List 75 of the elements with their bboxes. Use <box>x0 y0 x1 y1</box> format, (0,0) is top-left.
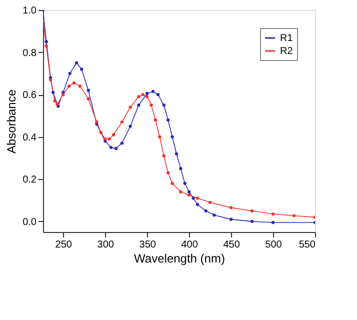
y-tick-label: 0.8 <box>22 48 37 59</box>
point <box>187 190 191 194</box>
point <box>156 92 160 96</box>
point <box>146 92 149 96</box>
point <box>204 209 208 212</box>
point <box>158 135 162 138</box>
x-tick-label: 300 <box>97 240 114 250</box>
point <box>53 99 56 102</box>
point <box>183 182 186 185</box>
x-tick-label: 350 <box>139 240 156 250</box>
point <box>141 92 144 96</box>
point <box>271 220 275 224</box>
point <box>86 88 90 92</box>
point <box>72 81 76 85</box>
point <box>179 166 182 170</box>
point <box>179 190 182 194</box>
x-axis-title: Wavelength (nm) <box>134 252 225 266</box>
y-axis-title: Absorbance <box>4 89 19 154</box>
point <box>44 40 48 44</box>
legend-label: R1 <box>280 33 294 44</box>
point <box>128 124 132 128</box>
point <box>68 72 72 76</box>
point <box>150 104 153 107</box>
y-tick-label: 0.2 <box>22 174 37 186</box>
point <box>120 142 124 145</box>
point <box>104 137 107 141</box>
point <box>250 220 254 224</box>
point <box>196 202 200 206</box>
point <box>44 44 48 48</box>
point <box>271 212 275 216</box>
point <box>151 90 155 93</box>
point <box>80 68 84 71</box>
point <box>137 104 140 107</box>
point <box>208 200 212 204</box>
y-tick-label: 0.6 <box>22 90 37 102</box>
point <box>51 90 55 94</box>
point <box>166 118 170 122</box>
point <box>170 135 174 138</box>
y-tick-label: 0.0 <box>22 216 37 228</box>
point <box>196 196 200 200</box>
point <box>229 218 233 221</box>
point <box>78 84 82 88</box>
point <box>212 214 216 217</box>
point <box>229 206 233 210</box>
point <box>154 118 158 122</box>
point <box>95 120 98 124</box>
point <box>292 214 296 218</box>
point <box>162 104 166 107</box>
point <box>174 152 178 156</box>
point <box>120 120 124 124</box>
point <box>67 84 71 88</box>
point <box>112 133 116 136</box>
point <box>146 95 149 98</box>
x-tick-label: 500 <box>265 240 282 250</box>
legend-label: R2 <box>280 46 294 57</box>
x-tick-label: 550 <box>298 240 316 250</box>
x-tick-label: 400 <box>181 240 198 250</box>
point <box>99 131 103 134</box>
point <box>162 154 166 158</box>
point <box>128 106 132 109</box>
point <box>137 95 140 98</box>
point <box>86 97 90 100</box>
point <box>109 146 113 150</box>
point <box>114 146 118 150</box>
point <box>75 61 78 64</box>
point <box>170 182 174 185</box>
y-tick-label: 1.0 <box>22 6 37 16</box>
point <box>192 196 195 200</box>
point <box>187 193 191 197</box>
y-tick-label: 0.4 <box>22 132 37 144</box>
x-tick-label: 450 <box>223 240 240 250</box>
x-tick-label: 250 <box>55 240 72 250</box>
point <box>108 137 111 141</box>
point <box>250 209 254 212</box>
point <box>166 171 170 174</box>
